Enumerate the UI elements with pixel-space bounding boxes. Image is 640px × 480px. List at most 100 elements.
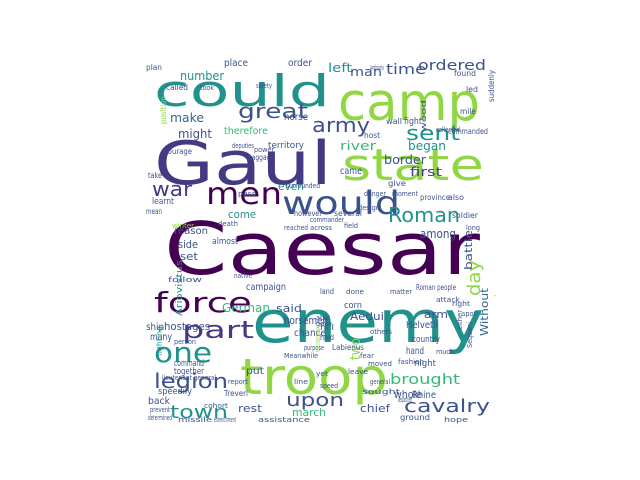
word: reached	[284, 224, 308, 232]
word: army	[312, 113, 370, 137]
word: able	[316, 314, 330, 322]
word: German	[222, 301, 270, 315]
word: gave	[316, 320, 332, 328]
word: led	[466, 85, 478, 94]
word: make	[170, 111, 204, 125]
word: almost	[212, 237, 238, 247]
word: state	[342, 140, 484, 191]
word: troop	[240, 348, 388, 406]
word: held	[320, 333, 334, 342]
word: territory	[268, 141, 305, 151]
word: winter	[172, 222, 194, 230]
word: report	[228, 378, 248, 386]
word: person	[174, 338, 196, 346]
word: host	[364, 131, 380, 140]
word: took	[200, 84, 215, 92]
word: long	[466, 224, 480, 232]
word: matter	[390, 288, 412, 296]
word: follow	[168, 276, 202, 284]
word: ground	[400, 413, 430, 422]
word: march	[292, 406, 326, 419]
word: together	[174, 367, 204, 377]
word: Vercingetorix	[314, 328, 322, 352]
word: commanded	[448, 127, 488, 136]
word: collected	[436, 126, 460, 134]
word: spot	[462, 310, 476, 318]
word: whole	[394, 388, 422, 401]
word: left	[328, 61, 352, 75]
word: could	[154, 66, 330, 117]
word: soldier	[452, 211, 479, 220]
word: Rhine	[412, 390, 436, 401]
word: day	[464, 260, 485, 296]
word: Ambiorix	[370, 64, 384, 72]
word: Gaul	[154, 129, 332, 199]
word: found	[454, 69, 476, 78]
word: fighting	[155, 326, 164, 356]
word: chance	[294, 328, 326, 339]
word: speed	[320, 382, 338, 390]
word: determined	[148, 414, 172, 422]
word: border	[384, 153, 426, 167]
word: mean	[146, 207, 162, 216]
word: rest	[238, 402, 263, 415]
word: surrounded	[286, 182, 320, 190]
word: either	[456, 310, 464, 330]
word: much	[436, 348, 454, 356]
word: reason	[174, 226, 208, 237]
word: first	[410, 165, 442, 179]
word: camp	[338, 73, 480, 133]
word: Meanwhile	[284, 352, 318, 360]
word: order	[288, 58, 313, 69]
word: hand	[406, 346, 424, 357]
word: safety	[256, 82, 272, 90]
word: land	[320, 287, 334, 296]
word: cohort	[204, 402, 228, 410]
word: arm	[424, 308, 448, 321]
word: Without	[478, 287, 491, 336]
word-cloud-canvas: Caesar enemy Gaul camp could troop state…	[146, 58, 496, 424]
word: number	[180, 69, 224, 83]
word: moment	[392, 190, 418, 198]
word: learnt	[152, 197, 174, 207]
word: called	[166, 83, 188, 92]
word: assistance	[258, 416, 310, 424]
word: horse	[284, 112, 308, 123]
word: hill	[320, 323, 334, 332]
word: side	[178, 238, 198, 251]
word: enemy	[252, 288, 484, 356]
word: speedily	[158, 387, 193, 397]
word: man	[350, 65, 382, 79]
word-cloud: Caesar enemy Gaul camp could troop state…	[144, 58, 496, 430]
word: give	[388, 179, 406, 188]
word: fashion	[398, 358, 424, 366]
word: plan	[146, 63, 162, 72]
word: Caesar	[164, 207, 480, 291]
word: began	[408, 139, 446, 153]
word: sought	[362, 388, 400, 396]
word: done	[346, 288, 364, 296]
word: campaign	[246, 282, 286, 293]
word: Ariovistus	[175, 260, 185, 316]
word: baggage	[248, 153, 274, 162]
word: Roman people	[416, 283, 456, 292]
word: come	[228, 208, 256, 221]
word: missile	[178, 416, 212, 424]
word: death	[218, 220, 238, 228]
word: danger	[364, 190, 386, 198]
word: Treveri	[223, 389, 248, 398]
word: town	[170, 402, 228, 423]
word: mile	[460, 107, 476, 116]
word: courage	[164, 147, 192, 156]
word: came	[340, 166, 362, 177]
word: cavalry	[404, 396, 490, 417]
word: general	[370, 378, 390, 386]
word: several	[334, 209, 362, 218]
word: set	[180, 250, 199, 263]
word: however	[294, 209, 323, 218]
word: yet	[316, 370, 328, 378]
word: prevent	[150, 406, 170, 414]
word: also	[448, 193, 464, 202]
word: fight	[404, 117, 422, 127]
word: purpose	[304, 344, 324, 352]
